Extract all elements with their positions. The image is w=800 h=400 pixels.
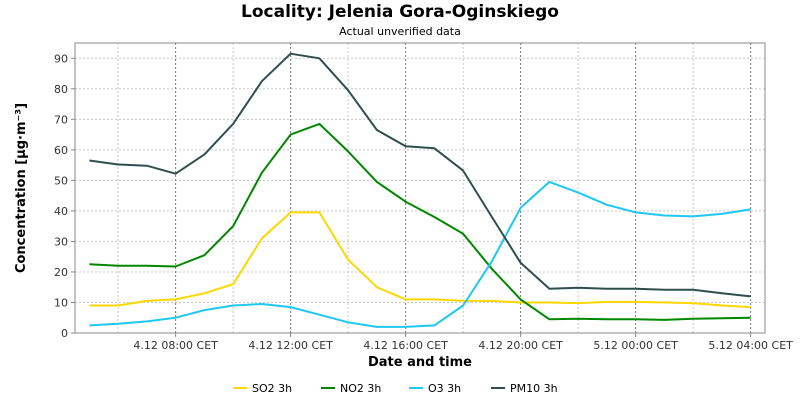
plot-frame [74,42,766,334]
x-axis-label: Date and time [368,355,472,370]
series-lines [89,52,751,328]
legend-label: NO2 3h [340,382,381,395]
series-line-no2 [89,122,751,321]
x-tick-label: 4.12 12:00 CET [248,339,333,352]
y-tick-label: 90 [54,52,68,65]
legend-label: SO2 3h [252,382,292,395]
legend-item-o3: O3 3h [409,382,461,395]
y-tick-label: 70 [54,113,68,126]
legend-item-no2: NO2 3h [321,382,381,395]
y-tick-label: 50 [54,174,68,187]
series-line-so2 [89,211,751,309]
chart-title: Locality: Jelenia Gora-Oginskiego [241,2,559,22]
x-tick-label: 4.12 16:00 CET [363,339,448,352]
legend: SO2 3h NO2 3h O3 3h PM10 3h [233,382,558,395]
y-tick-label: 80 [54,83,68,96]
series-line-pm10 [89,52,751,298]
x-tick-label: 5.12 00:00 CET [593,339,678,352]
y-tick-label: 60 [54,144,68,157]
y-axis: 0 10 20 30 40 50 60 70 80 90 [54,52,75,340]
legend-label: PM10 3h [510,382,558,395]
x-axis: 4.12 08:00 CET 4.12 12:00 CET 4.12 16:00 C… [133,333,793,352]
x-tick-label: 5.12 04:00 CET [708,339,793,352]
legend-label: O3 3h [428,382,461,395]
y-tick-label: 0 [61,327,68,340]
series-line-o3 [89,180,751,328]
y-tick-label: 20 [54,266,68,279]
legend-item-pm10: PM10 3h [491,382,558,395]
y-tick-label: 10 [54,296,68,309]
y-tick-label: 30 [54,235,68,248]
gridlines [75,43,765,333]
y-tick-label: 40 [54,205,68,218]
y-axis-label: Concentration [µg·m⁻³] [14,103,29,273]
legend-item-so2: SO2 3h [233,382,292,395]
chart-subtitle: Actual unverified data [339,25,461,38]
x-tick-label: 4.12 20:00 CET [478,339,563,352]
x-tick-label: 4.12 08:00 CET [133,339,218,352]
